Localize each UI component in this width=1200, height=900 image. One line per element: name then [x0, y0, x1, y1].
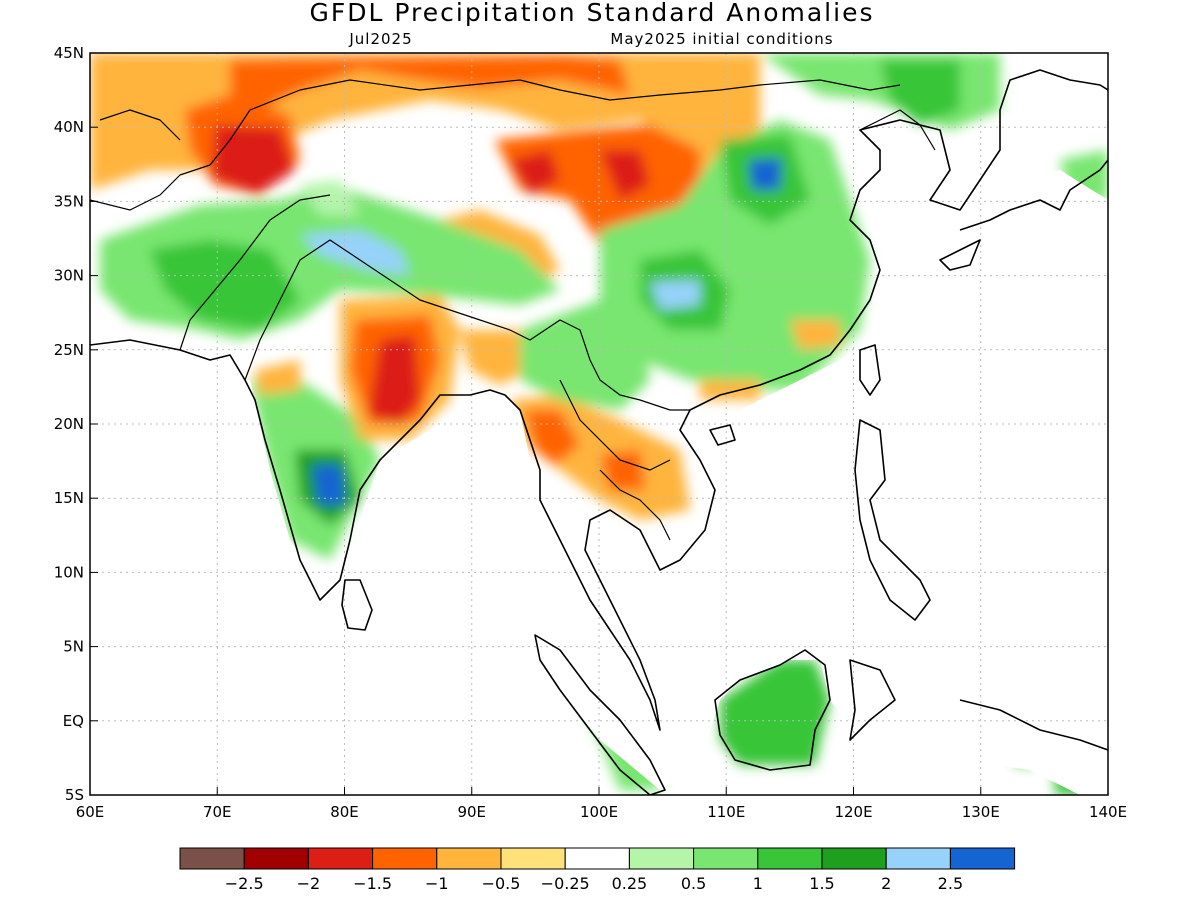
y-tick-label: 30N: [54, 267, 84, 285]
colorbar-label: 0.5: [681, 874, 706, 893]
x-tick-label: 90E: [457, 803, 486, 821]
colorbar-swatch: [693, 847, 759, 870]
anomaly-patch: [255, 360, 300, 395]
colorbar: −2.5 −2 −1.5 −1 −0.5 −0.25 0.25 0.5 1 1.5 2 2.5: [179, 847, 1016, 893]
coastlines: [90, 69, 1108, 795]
x-tick-label: 140E: [1089, 803, 1127, 821]
initial-conditions-label: May2025 initial conditions: [610, 30, 833, 48]
lat-lon-grid: [90, 53, 1108, 795]
anomaly-field: [90, 53, 1108, 795]
colorbar-label: −1.5: [353, 874, 392, 893]
colorbar-swatch: [372, 847, 438, 870]
y-axis-ticks: 45N 40N 35N 30N 25N 20N 15N 10N 5N EQ 5S: [54, 44, 98, 804]
x-tick-label: 100E: [580, 803, 618, 821]
valid-month-label: Jul2025: [348, 30, 412, 48]
x-tick-label: 110E: [707, 803, 745, 821]
plot-area: [90, 53, 1108, 795]
y-tick-label: 15N: [54, 489, 84, 507]
x-tick-label: 80E: [330, 803, 359, 821]
y-tick-label: 20N: [54, 415, 84, 433]
colorbar-label: 1: [753, 874, 763, 893]
anomaly-patch: [720, 660, 830, 765]
colorbar-label: 2: [881, 874, 891, 893]
anomaly-patch: [790, 320, 840, 350]
colorbar-swatch: [885, 847, 951, 870]
colorbar-label: −2: [297, 874, 321, 893]
colorbar-swatch: [821, 847, 887, 870]
chart-title: GFDL Precipitation Standard Anomalies: [310, 0, 875, 27]
anomaly-patch: [510, 150, 560, 195]
anomaly-patch: [230, 55, 630, 110]
anomaly-patch: [312, 465, 345, 505]
colorbar-label: 0.25: [612, 874, 648, 893]
anomaly-patch: [525, 410, 580, 465]
x-tick-label: 120E: [834, 803, 872, 821]
anomaly-patch: [600, 450, 645, 490]
anomaly-patch: [700, 380, 760, 400]
anomaly-patch: [520, 300, 650, 410]
anomaly-patch: [460, 330, 530, 385]
y-tick-label: 25N: [54, 341, 84, 359]
colorbar-swatch: [179, 847, 245, 870]
colorbar-swatch: [500, 847, 566, 870]
colorbar-label: 1.5: [809, 874, 834, 893]
anomaly-patch: [300, 180, 360, 215]
anomaly-patch: [880, 60, 960, 125]
y-tick-label: 5S: [65, 786, 84, 804]
colorbar-swatch: [564, 847, 630, 870]
anomaly-patch: [600, 150, 650, 200]
colorbar-swatch: [949, 847, 1016, 870]
x-axis-ticks: 60E 70E 80E 90E 100E 110E 120E 130E 140E: [76, 787, 1127, 821]
y-tick-label: 40N: [54, 118, 84, 136]
colorbar-swatch: [628, 847, 695, 870]
anomaly-patch: [650, 280, 700, 310]
ocean-mask: [90, 170, 1108, 795]
colorbar-swatch: [307, 847, 374, 870]
colorbar-label: −2.5: [225, 874, 264, 893]
anomaly-patch: [748, 158, 782, 190]
country-borders: [90, 79, 936, 541]
y-tick-label: 5N: [63, 638, 84, 656]
colorbar-swatch: [757, 847, 823, 870]
anomaly-patch: [368, 335, 420, 425]
y-tick-label: EQ: [63, 712, 84, 730]
colorbar-label: −1: [425, 874, 449, 893]
y-tick-label: 35N: [54, 192, 84, 210]
colorbar-label: −0.5: [482, 874, 521, 893]
x-tick-label: 60E: [76, 803, 105, 821]
colorbar-label: −0.25: [541, 874, 590, 893]
anomaly-patch: [212, 125, 295, 195]
x-tick-label: 70E: [203, 803, 232, 821]
colorbar-swatch: [243, 847, 309, 870]
colorbar-label: 2.5: [938, 874, 963, 893]
anomaly-patch: [150, 240, 300, 330]
y-tick-label: 10N: [54, 563, 84, 581]
x-tick-label: 130E: [962, 803, 1000, 821]
y-tick-label: 45N: [54, 44, 84, 62]
colorbar-swatch: [436, 847, 502, 870]
